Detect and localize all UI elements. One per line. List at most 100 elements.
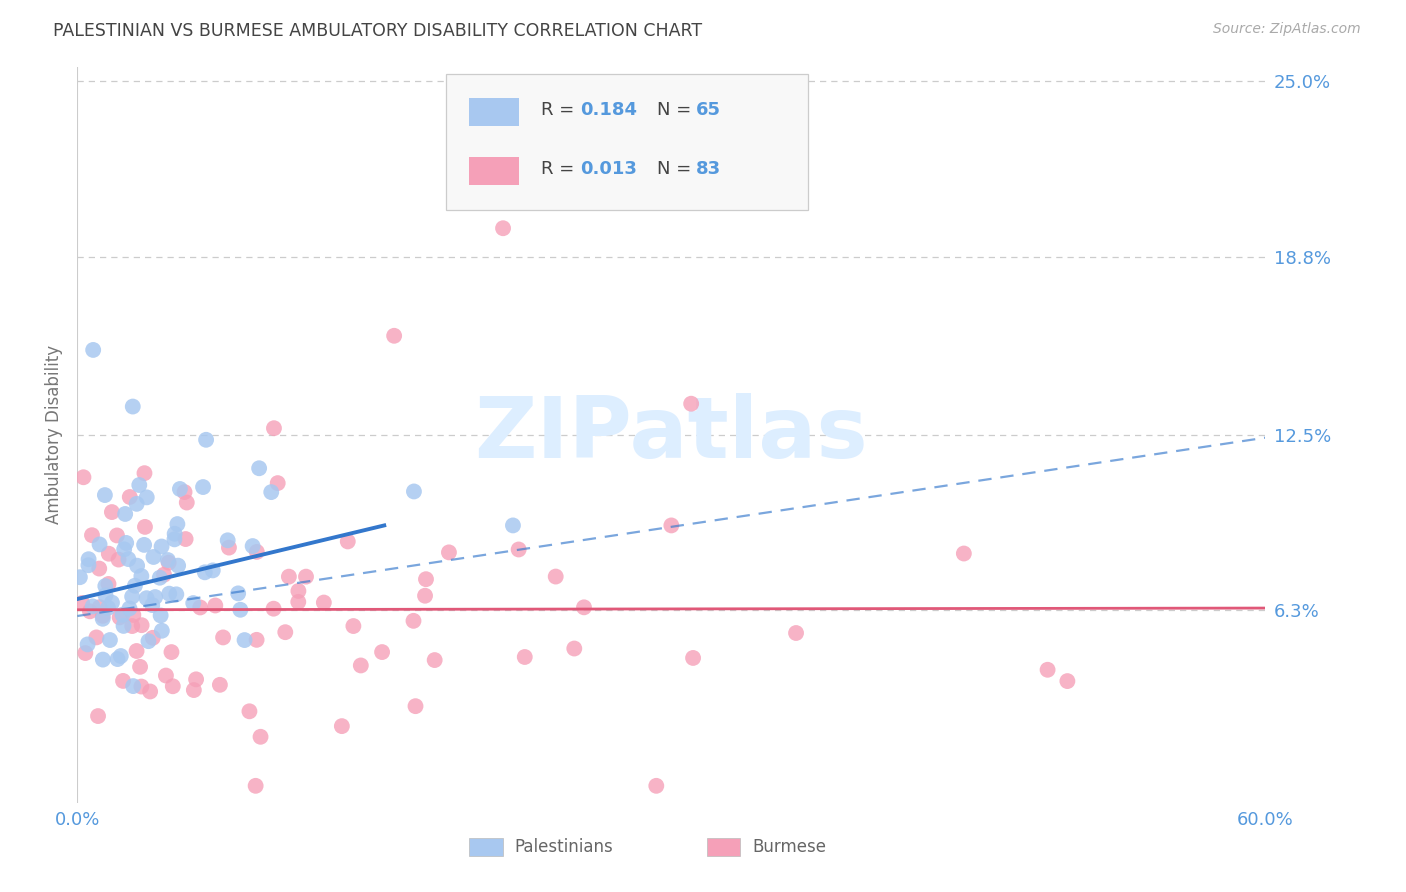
Point — [342, 619, 364, 633]
Point — [134, 466, 156, 480]
Point — [125, 644, 148, 658]
Point — [218, 541, 240, 555]
Text: R =: R = — [541, 161, 579, 178]
Point — [233, 633, 256, 648]
Point — [80, 528, 103, 542]
Point — [1056, 674, 1078, 689]
Point — [402, 614, 425, 628]
Point — [160, 645, 183, 659]
Point — [110, 648, 132, 663]
Point — [350, 658, 373, 673]
Point — [238, 704, 260, 718]
Point — [125, 497, 148, 511]
Point — [112, 542, 135, 557]
Point — [153, 567, 176, 582]
Point — [169, 482, 191, 496]
FancyBboxPatch shape — [446, 74, 808, 211]
Point — [226, 586, 249, 600]
Point — [204, 599, 226, 613]
Point — [121, 400, 143, 414]
Point — [681, 397, 703, 411]
Point — [101, 596, 124, 610]
Point — [415, 572, 437, 586]
Point — [129, 660, 152, 674]
Point — [134, 520, 156, 534]
Point — [122, 607, 145, 622]
Point — [195, 433, 218, 447]
Point — [134, 538, 156, 552]
Point — [75, 646, 97, 660]
Point — [312, 596, 335, 610]
Point — [402, 484, 425, 499]
Point — [115, 536, 138, 550]
Point — [562, 641, 585, 656]
Y-axis label: Ambulatory Disability: Ambulatory Disability — [45, 345, 63, 524]
Point — [141, 598, 163, 612]
Point — [330, 719, 353, 733]
Point — [183, 683, 205, 698]
Point — [135, 491, 157, 505]
Point — [295, 569, 318, 583]
Point — [131, 618, 153, 632]
Point — [118, 601, 141, 615]
Point — [508, 542, 530, 557]
Point — [287, 584, 309, 599]
Point — [174, 532, 197, 546]
Point — [89, 561, 111, 575]
Text: 65: 65 — [696, 102, 721, 120]
Point — [263, 601, 285, 615]
FancyBboxPatch shape — [707, 838, 741, 855]
Point — [79, 604, 101, 618]
Point — [246, 545, 269, 559]
Point — [89, 537, 111, 551]
Point — [69, 570, 91, 584]
Point — [274, 625, 297, 640]
Point — [156, 553, 179, 567]
Point — [287, 595, 309, 609]
Point — [107, 652, 129, 666]
Point — [77, 558, 100, 573]
Point — [128, 478, 150, 492]
Point — [260, 485, 283, 500]
Text: 83: 83 — [696, 161, 721, 178]
Point — [217, 533, 239, 548]
Text: Burmese: Burmese — [752, 838, 827, 856]
Point — [382, 328, 405, 343]
Text: PALESTINIAN VS BURMESE AMBULATORY DISABILITY CORRELATION CHART: PALESTINIAN VS BURMESE AMBULATORY DISABI… — [53, 22, 703, 40]
Point — [150, 540, 173, 554]
Point — [131, 680, 153, 694]
Point — [82, 343, 104, 357]
Point — [212, 631, 235, 645]
Text: 0.013: 0.013 — [579, 161, 637, 178]
Point — [89, 600, 111, 615]
Point — [336, 534, 359, 549]
Point — [201, 563, 224, 577]
Point — [138, 634, 160, 648]
Point — [242, 539, 264, 553]
Point — [97, 547, 120, 561]
Point — [91, 608, 114, 623]
Point — [121, 619, 143, 633]
Point — [163, 533, 186, 547]
Point — [173, 485, 195, 500]
Point — [267, 476, 290, 491]
Point — [107, 552, 129, 566]
Point — [143, 590, 166, 604]
Point — [149, 571, 172, 585]
Point — [194, 566, 217, 580]
Point — [184, 673, 207, 687]
Point — [155, 668, 177, 682]
Point — [166, 517, 188, 532]
Point — [122, 679, 145, 693]
Text: 0.184: 0.184 — [579, 102, 637, 120]
Point — [142, 631, 165, 645]
Point — [157, 556, 180, 570]
Point — [229, 603, 252, 617]
Point — [163, 526, 186, 541]
Point — [131, 569, 153, 583]
Point — [188, 600, 211, 615]
Point — [112, 619, 135, 633]
Point — [263, 421, 285, 435]
FancyBboxPatch shape — [470, 157, 519, 185]
Text: ZIPatlas: ZIPatlas — [474, 393, 869, 476]
